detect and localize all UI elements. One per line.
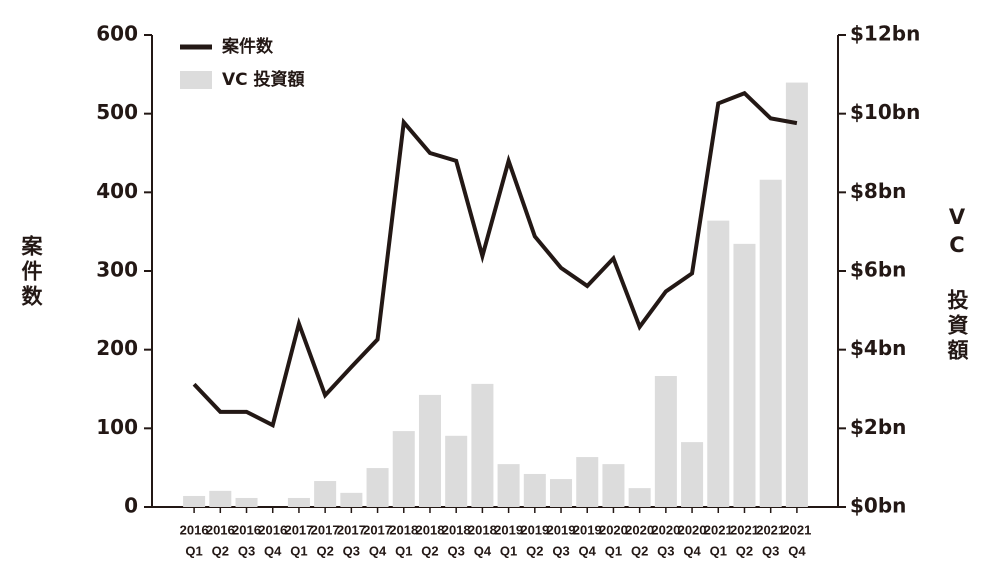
x-tick-label: Q4 xyxy=(683,543,701,558)
bar xyxy=(392,431,415,507)
bar xyxy=(602,464,625,507)
y-tick-label: 0 xyxy=(124,494,138,518)
x-tick-label: Q1 xyxy=(710,543,727,558)
x-tick-label: Q2 xyxy=(316,543,333,558)
x-tick-label: 2020 xyxy=(625,522,654,537)
x-tick-label: Q3 xyxy=(552,543,569,558)
legend-swatch xyxy=(180,71,212,89)
legend-label: VC 投資額 xyxy=(222,69,305,90)
x-tick-label: Q1 xyxy=(500,543,517,558)
x-tick-label: Q2 xyxy=(212,543,229,558)
x-tick-label: Q4 xyxy=(264,543,282,558)
y-tick-label: 600 xyxy=(96,22,138,46)
x-tick-label: 2020 xyxy=(599,522,628,537)
x-tick-label: 2017 xyxy=(311,522,340,537)
bar xyxy=(497,464,520,507)
line xyxy=(192,90,798,429)
x-tick-label: Q4 xyxy=(579,543,597,558)
y2-tick-label: $2bn xyxy=(850,415,906,439)
bar xyxy=(209,490,232,507)
y-tick-label: 100 xyxy=(96,415,138,439)
x-tick-label: Q2 xyxy=(736,543,753,558)
x-tick-label: 2018 xyxy=(442,522,471,537)
x-tick-label: Q1 xyxy=(290,543,307,558)
y-tick-label: 400 xyxy=(96,179,138,203)
bar xyxy=(576,457,599,507)
x-tick-label: Q4 xyxy=(788,543,806,558)
bar xyxy=(733,243,756,508)
x-tick-label: 2016 xyxy=(206,522,235,537)
x-tick-label: 2021 xyxy=(704,522,733,537)
x-tick-label: 2018 xyxy=(468,522,497,537)
x-tick-label: Q2 xyxy=(421,543,438,558)
x-tick-label: Q2 xyxy=(631,543,648,558)
x-tick-label: Q2 xyxy=(526,543,543,558)
bar xyxy=(628,488,651,507)
x-tick-label: 2019 xyxy=(573,522,602,537)
bar xyxy=(445,435,468,507)
y2-tick-label: $12bn xyxy=(850,22,920,46)
x-tick-label: 2016 xyxy=(180,522,209,537)
x-tick-label: Q1 xyxy=(185,543,202,558)
bar xyxy=(340,492,363,507)
x-tick-label: 2017 xyxy=(363,522,392,537)
bar xyxy=(707,220,730,508)
x-tick-label: 2019 xyxy=(547,522,576,537)
bar xyxy=(681,442,704,507)
x-tick-label: 2021 xyxy=(782,522,811,537)
x-tick-label: Q3 xyxy=(762,543,779,558)
y2-axis-label: VC 投資額 xyxy=(945,205,970,364)
x-tick-label: 2020 xyxy=(651,522,680,537)
x-tick-label: 2021 xyxy=(756,522,785,537)
x-tick-label: Q1 xyxy=(605,543,622,558)
x-tick-label: 2019 xyxy=(494,522,523,537)
x-tick-label: 2016 xyxy=(258,522,287,537)
x-tick-label: 2019 xyxy=(520,522,549,537)
x-tick-label: Q1 xyxy=(395,543,412,558)
x-tick-label: Q3 xyxy=(657,543,674,558)
bar xyxy=(523,473,546,507)
x-tick-label: Q3 xyxy=(238,543,255,558)
bar xyxy=(418,394,441,507)
x-tick-label: Q4 xyxy=(474,543,492,558)
x-tick-label: 2021 xyxy=(730,522,759,537)
x-tick-label: Q3 xyxy=(343,543,360,558)
y2-tick-label: $0bn xyxy=(850,494,906,518)
y-axis-label: 案件数 xyxy=(19,234,44,310)
y-tick-label: 500 xyxy=(96,100,138,124)
x-tick-label: 2017 xyxy=(337,522,366,537)
bar xyxy=(654,376,677,507)
bar xyxy=(471,383,494,507)
y2-tick-label: $8bn xyxy=(850,179,906,203)
bar xyxy=(759,179,782,507)
bar xyxy=(183,495,206,507)
y-tick-label: 300 xyxy=(96,258,138,282)
x-tick-label: Q4 xyxy=(369,543,387,558)
x-tick-label: 2016 xyxy=(232,522,261,537)
legend-label: 案件数 xyxy=(221,36,274,57)
x-tick-label: 2017 xyxy=(284,522,313,537)
x-tick-label: 2018 xyxy=(416,522,445,537)
bar xyxy=(314,481,337,507)
y2-tick-label: $10bn xyxy=(850,100,920,124)
bar xyxy=(550,479,573,507)
bar xyxy=(785,82,808,508)
x-tick-label: 2018 xyxy=(389,522,418,537)
x-tick-label: 2020 xyxy=(678,522,707,537)
y-tick-label: 200 xyxy=(96,336,138,360)
y2-tick-label: $6bn xyxy=(850,258,906,282)
x-tick-label: Q3 xyxy=(448,543,465,558)
bar xyxy=(287,497,310,507)
bar xyxy=(235,497,258,507)
bar xyxy=(366,468,389,507)
y2-tick-label: $4bn xyxy=(850,336,906,360)
